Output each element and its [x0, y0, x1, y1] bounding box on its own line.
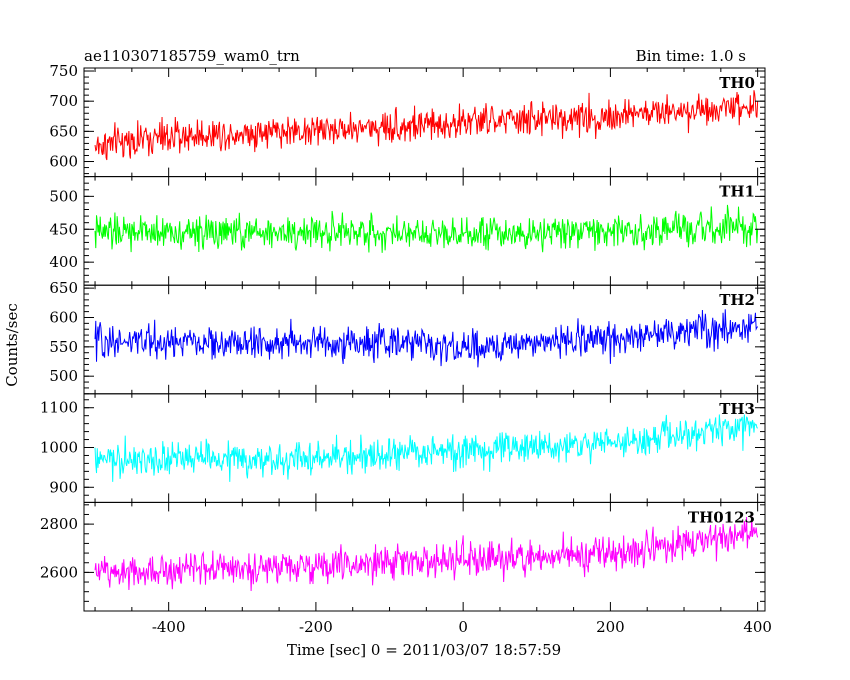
- panel-th2: 500 550 600 650 TH2: [49, 279, 766, 395]
- x-tick-label: 400: [743, 618, 772, 636]
- bin-time-label: Bin time: 1.0 s: [636, 47, 746, 65]
- y-tick-label: 1000: [40, 439, 78, 457]
- y-axis-label: Counts/sec: [3, 303, 21, 387]
- y-tick-label: 500: [49, 187, 78, 205]
- x-axis-label: Time [sec] 0 = 2011/03/07 18:57:59: [287, 641, 561, 659]
- panel-th3: 900 1000 1100 TH3: [40, 393, 766, 503]
- panel-label: TH1: [719, 183, 755, 201]
- x-axis: -400 -200 0 200 400: [152, 618, 772, 636]
- y-tick-label: 700: [49, 92, 78, 110]
- y-tick-label: 600: [49, 153, 78, 171]
- panel-th1: 400 450 500 TH1: [49, 176, 766, 286]
- series-th2: [94, 309, 759, 368]
- y-tick-label: 1100: [40, 399, 78, 417]
- y-tick-label: 500: [49, 367, 78, 385]
- y-tick-label: 450: [49, 220, 78, 238]
- y-tick-label: 600: [49, 308, 78, 326]
- chart-title: ae110307185759_wam0_trn: [84, 47, 300, 65]
- y-tick-label: 2800: [40, 515, 78, 533]
- x-tick-label: 0: [458, 618, 468, 636]
- series-th0: [94, 90, 759, 161]
- x-tick-label: -400: [152, 618, 186, 636]
- y-tick-label: 750: [49, 62, 78, 80]
- y-tick-label: 650: [49, 122, 78, 140]
- panel-frame: [83, 501, 766, 612]
- y-tick-label: 550: [49, 338, 78, 356]
- panel-th0123: 2600 2800 TH0123: [40, 501, 766, 612]
- panel-label: TH3: [719, 400, 755, 418]
- panel-label: TH2: [719, 291, 755, 309]
- y-tick-label: 400: [49, 253, 78, 271]
- y-tick-label: 650: [49, 279, 78, 297]
- y-tick-label: 2600: [40, 563, 78, 581]
- x-tick-label: -200: [299, 618, 333, 636]
- y-tick-label: 900: [49, 478, 78, 496]
- panel-label: TH0: [719, 74, 755, 92]
- series-th0123: [94, 516, 759, 591]
- panels-group: 600 650 700 750 TH0 400 450 500 TH1 500 550 600 650 T…: [40, 62, 766, 612]
- series-th3: [94, 414, 759, 482]
- x-tick-label: 200: [596, 618, 625, 636]
- series-th1: [94, 204, 759, 253]
- panel-label: TH0123: [688, 508, 755, 526]
- panel-th0: 600 650 700 750 TH0: [49, 62, 766, 178]
